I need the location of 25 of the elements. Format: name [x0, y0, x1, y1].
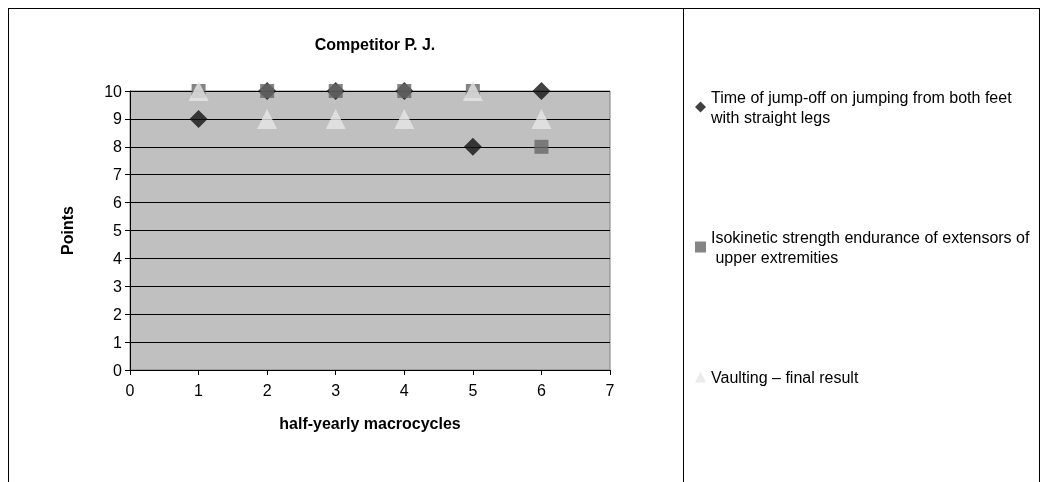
y-tick-label: 0: [113, 361, 123, 379]
x-tick-label: 7: [605, 381, 615, 399]
legend-label: Isokinetic strength endurance of extensors of upper extremities: [711, 228, 1030, 266]
y-tick-label: 4: [113, 249, 123, 267]
x-tick-label: 6: [536, 381, 546, 399]
y-tick-label: 9: [113, 110, 123, 128]
y-axis-title: Points: [58, 205, 76, 255]
y-tick-label: 8: [113, 138, 123, 156]
y-tick-label: 7: [113, 166, 123, 184]
y-tick-label: 10: [104, 82, 123, 100]
x-tick-label: 4: [399, 381, 409, 399]
legend-label: Vaulting – final result: [711, 368, 859, 386]
legend-label: Time of jump-off on jumping from both feet with straight legs: [710, 88, 1017, 126]
y-tick-label: 2: [113, 305, 123, 323]
x-tick-label: 3: [331, 381, 341, 399]
y-tick-label: 3: [113, 277, 123, 295]
x-axis-title: half-yearly macrocycles: [279, 414, 461, 432]
x-tick-label: 0: [125, 381, 135, 399]
chart-title: Competitor P. J.: [314, 35, 436, 53]
x-tick-label: 2: [262, 381, 272, 399]
x-tick-label: 1: [194, 381, 204, 399]
y-tick-label: 1: [113, 333, 123, 351]
y-tick-label: 5: [113, 222, 123, 239]
y-tick-label: 6: [113, 194, 123, 212]
x-tick-label: 5: [468, 381, 478, 399]
